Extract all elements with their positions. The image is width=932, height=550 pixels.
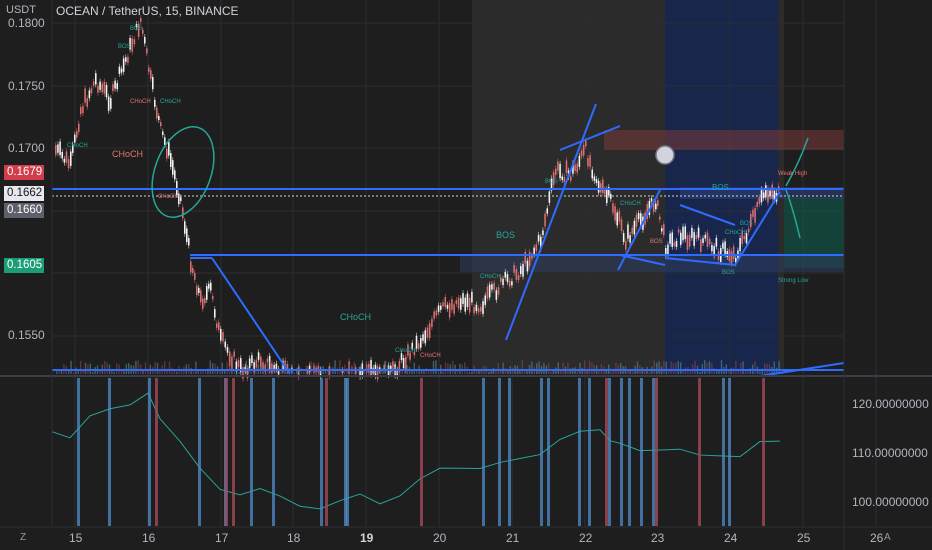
- structure-label: CHoCH: [395, 348, 416, 354]
- trend-line[interactable]: [211, 257, 291, 375]
- signal-bar-blue: [508, 378, 511, 526]
- structure-label: BOS: [650, 239, 663, 245]
- projection-curve-down: [785, 189, 801, 239]
- price-tick: 0.1750: [8, 79, 45, 93]
- price-badge-last: 0.1660: [4, 203, 44, 218]
- structure-label: BOS: [118, 44, 131, 50]
- structure-label: CHoCH: [158, 194, 179, 200]
- signal-bar-blue: [198, 378, 201, 526]
- structure-label: CHoCH: [67, 143, 88, 149]
- indicator-line: [51, 392, 781, 510]
- structure-label: BOS: [130, 26, 143, 32]
- signal-bar-blue: [728, 378, 731, 526]
- structure-label: CHoCH: [130, 99, 151, 105]
- structure-label: BOS: [722, 270, 735, 276]
- structure-label: BOS: [545, 179, 558, 185]
- signal-bar-blue: [482, 378, 485, 526]
- signal-bar-blue: [540, 378, 543, 526]
- time-tick: 26: [870, 531, 884, 545]
- signal-bar-blue: [77, 378, 80, 526]
- signal-bar-blue: [344, 378, 347, 526]
- signal-bar-blue: [320, 378, 323, 526]
- trend-line[interactable]: [679, 204, 736, 226]
- signal-bar-blue: [108, 378, 111, 526]
- indicator-tick: 120.00000000: [852, 397, 929, 411]
- structure-label: Strong Low: [778, 278, 809, 284]
- time-tick: 25: [797, 531, 811, 545]
- signal-bar-red: [225, 378, 228, 526]
- supply-zone: [604, 130, 844, 150]
- signal-bar-blue: [620, 378, 623, 526]
- price-badge-current: 0.1662: [4, 186, 44, 201]
- signal-bar-red: [325, 378, 328, 526]
- signal-bar-red: [698, 378, 701, 526]
- structure-label: CHoCH: [340, 312, 371, 322]
- trend-line[interactable]: [505, 103, 597, 341]
- time-tick: 15: [69, 531, 83, 545]
- trend-line[interactable]: [619, 254, 666, 266]
- trend-line[interactable]: [559, 125, 621, 151]
- session-grey-zone: [472, 0, 665, 374]
- price-tick: 0.1700: [8, 141, 45, 155]
- cursor-marker[interactable]: [655, 145, 675, 165]
- price-tick: 0.1800: [8, 16, 45, 30]
- signal-bar-blue: [346, 378, 349, 526]
- structure-label: CHoCH: [160, 99, 181, 105]
- time-tick: 18: [287, 531, 301, 545]
- structure-label: CHoCH: [620, 201, 641, 207]
- time-tick: 16: [142, 531, 156, 545]
- structure-label: BOS: [496, 230, 515, 240]
- indicator-tick: 100.00000000: [852, 495, 929, 509]
- structure-label: CHoCH: [480, 274, 501, 280]
- signal-bar-blue: [628, 378, 631, 526]
- trend-line[interactable]: [734, 191, 781, 266]
- auto-scale-button[interactable]: A: [884, 532, 891, 543]
- signal-bar-blue: [250, 378, 253, 526]
- circle-annotation: [151, 126, 215, 218]
- time-tick: 17: [215, 531, 229, 545]
- signal-bar-red: [655, 378, 658, 526]
- signal-bar-red: [155, 378, 158, 526]
- time-tick: 21: [506, 531, 520, 545]
- indicator-tick: 110.00000000: [852, 446, 928, 460]
- trend-line[interactable]: [759, 362, 845, 377]
- structure-label: Weak High: [778, 171, 807, 177]
- signal-bar-blue: [652, 378, 655, 526]
- structure-label: CHoCH: [112, 149, 143, 159]
- structure-label: BOS: [740, 221, 753, 227]
- signal-bar-blue: [148, 378, 151, 526]
- trend-line[interactable]: [664, 257, 736, 266]
- signal-bar-blue: [272, 378, 275, 526]
- signal-bar-blue: [608, 378, 611, 526]
- signal-bar-red: [232, 378, 235, 526]
- price-tick: 0.1550: [8, 328, 45, 342]
- time-tick: 19: [360, 531, 374, 545]
- projection-curve: [785, 137, 809, 187]
- signal-bar-blue: [640, 378, 643, 526]
- structure-label: CHoCH: [725, 230, 746, 236]
- time-tick: 23: [651, 531, 665, 545]
- signal-bar-red: [605, 378, 608, 526]
- signal-bar-blue: [588, 378, 591, 526]
- time-tick: 20: [433, 531, 447, 545]
- symbol-title: OCEAN / TetherUS, 15, BINANCE: [56, 4, 239, 18]
- zoom-button[interactable]: Z: [20, 532, 27, 543]
- signal-bar-blue: [547, 378, 550, 526]
- signal-bar-blue: [498, 378, 501, 526]
- signal-bar-blue: [578, 378, 581, 526]
- time-tick: 24: [724, 531, 738, 545]
- signal-bar-blue: [722, 378, 725, 526]
- signal-bar-red: [762, 378, 765, 526]
- time-tick: 22: [579, 531, 593, 545]
- currency-label: USDT: [6, 4, 36, 16]
- price-badge-low: 0.1605: [4, 258, 44, 273]
- structure-label: CHoCH: [420, 353, 441, 359]
- price-badge-high: 0.1679: [4, 165, 44, 180]
- signal-bar-red: [420, 378, 423, 526]
- structure-label: BOS: [712, 183, 729, 192]
